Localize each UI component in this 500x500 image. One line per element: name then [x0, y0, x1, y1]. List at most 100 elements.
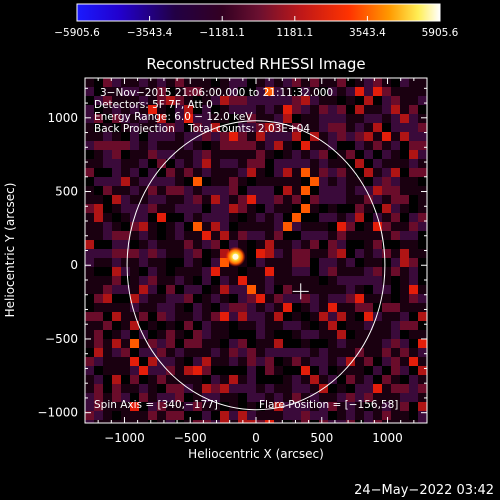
heatmap-cell: [238, 303, 247, 312]
heatmap-cell: [247, 105, 256, 114]
heatmap-cell: [337, 321, 346, 330]
heatmap-cell: [391, 114, 400, 123]
heatmap-cell: [139, 276, 148, 285]
heatmap-cell: [175, 150, 184, 159]
heatmap-cell: [418, 231, 427, 240]
heatmap-cell: [211, 195, 220, 204]
heatmap-cell: [211, 330, 220, 339]
heatmap-cell: [391, 132, 400, 141]
heatmap-cell: [346, 123, 355, 132]
heatmap-cell: [364, 141, 373, 150]
heatmap-cell: [85, 393, 94, 402]
heatmap-cell: [229, 375, 238, 384]
heatmap-cell: [283, 402, 292, 411]
heatmap-cell: [103, 78, 112, 87]
heatmap-cell: [184, 123, 193, 132]
x-tick-label: −500: [174, 431, 207, 445]
heatmap-cell: [373, 159, 382, 168]
heatmap-cell: [382, 168, 391, 177]
heatmap-cell: [175, 411, 184, 420]
heatmap-cell: [121, 150, 130, 159]
heatmap-cell: [355, 411, 364, 420]
heatmap-cell: [346, 204, 355, 213]
heatmap-cell: [103, 321, 112, 330]
heatmap-cell: [247, 114, 256, 123]
heatmap-cell: [310, 348, 319, 357]
heatmap-cell: [373, 186, 382, 195]
heatmap-cell: [157, 384, 166, 393]
heatmap-cell: [409, 330, 418, 339]
heatmap-cell: [310, 258, 319, 267]
heatmap-cell: [94, 186, 103, 195]
heatmap-cell: [184, 141, 193, 150]
heatmap-cell: [184, 276, 193, 285]
heatmap-cell: [130, 141, 139, 150]
heatmap-cell: [382, 276, 391, 285]
heatmap-cell: [292, 150, 301, 159]
heatmap-cell: [373, 420, 382, 423]
heatmap-cell: [193, 294, 202, 303]
heatmap-cell: [229, 393, 238, 402]
heatmap-cell: [382, 87, 391, 96]
annotation-energy-range: Energy Range: 6.0 − 12.0 keV: [94, 111, 253, 123]
heatmap-cell: [373, 294, 382, 303]
heatmap-cell: [211, 276, 220, 285]
heatmap-cell: [184, 105, 193, 114]
heatmap-cell: [319, 240, 328, 249]
heatmap-cell: [175, 177, 184, 186]
heatmap-cell: [328, 312, 337, 321]
heatmap-cell: [247, 411, 256, 420]
heatmap-cell: [184, 87, 193, 96]
heatmap-cell: [292, 159, 301, 168]
heatmap-cell: [175, 393, 184, 402]
heatmap-cell: [184, 96, 193, 105]
heatmap-cell: [364, 132, 373, 141]
heatmap-cell: [238, 114, 247, 123]
heatmap-cell: [193, 240, 202, 249]
heatmap-cell: [373, 312, 382, 321]
heatmap-cell: [283, 222, 292, 231]
heatmap-cell: [310, 105, 319, 114]
heatmap-cell: [139, 375, 148, 384]
heatmap-cell: [238, 285, 247, 294]
heatmap-cell: [139, 132, 148, 141]
heatmap-cell: [319, 420, 328, 423]
heatmap-cell: [238, 186, 247, 195]
heatmap-cell: [202, 213, 211, 222]
heatmap-cell: [301, 168, 310, 177]
heatmap-cell: [301, 339, 310, 348]
heatmap-cell: [301, 348, 310, 357]
heatmap-cell: [184, 186, 193, 195]
heatmap-cell: [274, 312, 283, 321]
heatmap-cell: [400, 240, 409, 249]
heatmap-cell: [157, 222, 166, 231]
heatmap-cell: [310, 96, 319, 105]
heatmap-cell: [382, 177, 391, 186]
heatmap-cell: [310, 357, 319, 366]
heatmap-cell: [220, 276, 229, 285]
heatmap-cell: [346, 240, 355, 249]
heatmap-cell: [175, 249, 184, 258]
heatmap-cell: [211, 123, 220, 132]
heatmap-cell: [139, 384, 148, 393]
footer-date: 24−May−2022 03:42: [354, 483, 494, 498]
heatmap-cell: [211, 402, 220, 411]
heatmap-cell: [157, 123, 166, 132]
heatmap-cell: [85, 321, 94, 330]
heatmap-cell: [265, 186, 274, 195]
heatmap-cell: [400, 294, 409, 303]
heatmap-cell: [409, 258, 418, 267]
heatmap-cell: [202, 123, 211, 132]
heatmap-cell: [355, 366, 364, 375]
heatmap-cell: [391, 78, 400, 87]
heatmap-cell: [364, 123, 373, 132]
heatmap-cell: [139, 141, 148, 150]
heatmap-cell: [202, 420, 211, 423]
heatmap-cell: [337, 114, 346, 123]
heatmap-cell: [382, 141, 391, 150]
heatmap-cell: [382, 348, 391, 357]
heatmap-cell: [418, 222, 427, 231]
heatmap-cell: [94, 375, 103, 384]
heatmap-cell: [139, 105, 148, 114]
heatmap-cell: [103, 141, 112, 150]
